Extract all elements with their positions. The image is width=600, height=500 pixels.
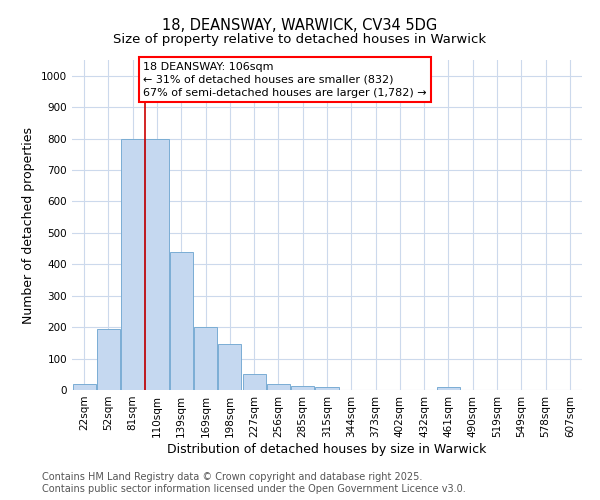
Bar bbox=[170, 252, 193, 390]
Text: Contains HM Land Registry data © Crown copyright and database right 2025.
Contai: Contains HM Land Registry data © Crown c… bbox=[42, 472, 466, 494]
Bar bbox=[267, 384, 290, 390]
Bar bbox=[437, 388, 460, 390]
Bar bbox=[145, 138, 169, 390]
Bar bbox=[121, 138, 144, 390]
Text: 18 DEANSWAY: 106sqm
← 31% of detached houses are smaller (832)
67% of semi-detac: 18 DEANSWAY: 106sqm ← 31% of detached ho… bbox=[143, 62, 427, 98]
Bar bbox=[291, 386, 314, 390]
Bar bbox=[316, 387, 338, 390]
Bar bbox=[97, 328, 120, 390]
Bar bbox=[242, 374, 266, 390]
Bar bbox=[194, 327, 217, 390]
Text: Size of property relative to detached houses in Warwick: Size of property relative to detached ho… bbox=[113, 32, 487, 46]
X-axis label: Distribution of detached houses by size in Warwick: Distribution of detached houses by size … bbox=[167, 442, 487, 456]
Bar bbox=[73, 384, 95, 390]
Y-axis label: Number of detached properties: Number of detached properties bbox=[22, 126, 35, 324]
Text: 18, DEANSWAY, WARWICK, CV34 5DG: 18, DEANSWAY, WARWICK, CV34 5DG bbox=[163, 18, 437, 32]
Bar bbox=[218, 344, 241, 390]
